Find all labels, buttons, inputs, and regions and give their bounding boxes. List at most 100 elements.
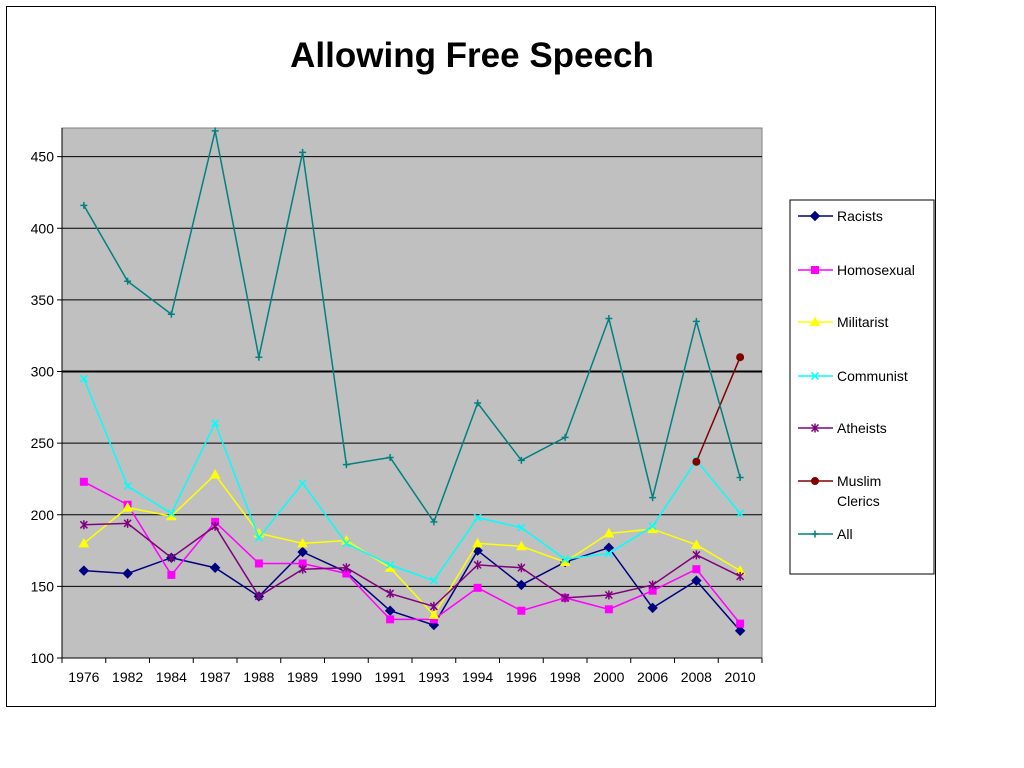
plot-area: 100 150 200 250 300 350 400 450 1976 1982 1984 1987…: [31, 127, 763, 685]
legend-label-line: Clerics: [837, 493, 880, 509]
data-point-communist: [167, 509, 176, 518]
data-point-all: [80, 201, 88, 209]
series-line-atheists: [83, 522, 741, 608]
series-line-homosexual: [83, 481, 741, 625]
data-point-homosexual: [473, 583, 482, 592]
chart-frame: Allowing Free Speech 100 150 200 250 300 350 4…: [6, 6, 936, 707]
legend-marker: [811, 477, 819, 485]
x-tick-label: 1989: [287, 669, 318, 685]
y-tick-label: 200: [31, 507, 55, 523]
legend-label: Atheists: [837, 420, 887, 436]
x-tick-label: 1991: [375, 669, 406, 685]
data-point-racists: [691, 575, 702, 586]
legend-label-line: Homosexual: [837, 262, 915, 278]
data-point-communist: [386, 560, 395, 569]
data-point-communist: [604, 549, 613, 558]
data-point-atheists: [211, 521, 220, 531]
data-point-militarist: [516, 540, 527, 551]
legend-marker: [809, 210, 821, 222]
data-point-all: [517, 456, 525, 464]
data-point-militarist: [472, 537, 483, 548]
y-tick-label: 300: [31, 364, 55, 380]
legend-label-line: Muslim: [837, 473, 881, 489]
data-point-communist: [648, 522, 657, 531]
x-tick-label: 2010: [725, 669, 756, 685]
data-point-homosexual: [604, 605, 613, 614]
series-line-muslim-clerics: [695, 356, 741, 463]
data-point-atheists: [342, 563, 351, 573]
data-point-atheists: [79, 520, 88, 530]
legend-label-line: Atheists: [837, 420, 887, 436]
data-point-atheists: [473, 560, 482, 570]
legend-entry-atheists: Atheists: [798, 420, 887, 436]
data-point-all: [649, 494, 657, 502]
legend-marker: [811, 530, 819, 538]
x-tick-label: 1988: [243, 669, 274, 685]
data-point-all: [167, 310, 175, 318]
legend-entry-homosexual: Homosexual: [798, 262, 915, 278]
data-point-homosexual: [386, 615, 395, 624]
data-point-all: [430, 518, 438, 526]
data-point-muslim-clerics: [692, 457, 701, 466]
data-point-militarist: [122, 502, 133, 512]
data-point-militarist: [691, 539, 702, 549]
data-point-racists: [209, 562, 221, 573]
data-point-communist: [79, 374, 88, 383]
x-tick-label: 1976: [68, 669, 99, 685]
legend-label: Muslim Clerics: [837, 473, 881, 509]
x-tick-label: 1993: [418, 669, 449, 685]
data-point-communist: [473, 513, 482, 522]
data-point-communist: [342, 539, 351, 548]
series-communist: [79, 374, 745, 585]
y-tick-label: 100: [31, 650, 55, 666]
legend-marker: [810, 371, 820, 381]
data-point-atheists: [736, 571, 745, 581]
data-point-militarist: [297, 537, 308, 548]
x-tick-label: 1998: [550, 669, 581, 685]
x-tick-label: 2008: [681, 669, 712, 685]
legend-label-line: Militarist: [837, 314, 888, 330]
data-point-atheists: [123, 518, 132, 528]
data-point-all: [124, 277, 132, 285]
data-point-militarist: [78, 537, 90, 548]
legend-marker: [810, 423, 820, 433]
series-muslim-clerics: [692, 353, 745, 466]
legend-entry-racists: Racists: [798, 208, 883, 224]
legend-label: Homosexual: [837, 262, 915, 278]
data-point-communist: [254, 533, 263, 542]
x-tick-label: 1994: [462, 669, 493, 685]
data-point-communist: [123, 482, 132, 491]
data-point-all: [255, 353, 263, 361]
series-line-communist: [83, 378, 741, 582]
data-point-atheists: [298, 564, 307, 574]
data-point-racists: [297, 546, 308, 558]
data-point-communist: [429, 576, 438, 585]
data-point-all: [561, 433, 569, 441]
data-point-all: [386, 453, 394, 461]
data-point-atheists: [692, 550, 701, 560]
data-point-all: [605, 315, 613, 323]
data-point-communist: [736, 509, 745, 518]
data-point-atheists: [167, 553, 176, 563]
y-tick-label: 450: [31, 149, 55, 165]
legend-entry-muslim-clerics: Muslim Clerics: [798, 473, 881, 509]
legend-entry-communist: Communist: [798, 368, 908, 384]
legend-marker: [809, 316, 821, 326]
data-point-homosexual: [167, 570, 176, 579]
data-point-communist: [298, 479, 307, 488]
data-point-communist: [561, 555, 570, 564]
y-tick-label: 250: [31, 435, 55, 451]
data-point-atheists: [648, 580, 657, 590]
legend-box: [789, 199, 935, 575]
data-point-racists: [122, 568, 133, 579]
legend-label: Militarist: [837, 314, 888, 330]
x-tick-label: 1982: [112, 669, 143, 685]
data-point-communist: [517, 523, 526, 532]
series-line-racists: [83, 546, 741, 632]
data-point-all: [474, 399, 482, 407]
data-point-atheists: [254, 591, 263, 601]
legend-entry-all: All: [798, 526, 853, 542]
series-homosexual: [79, 477, 745, 628]
legend-entry-militarist: Militarist: [798, 314, 888, 330]
x-tick-label: 1996: [506, 669, 537, 685]
